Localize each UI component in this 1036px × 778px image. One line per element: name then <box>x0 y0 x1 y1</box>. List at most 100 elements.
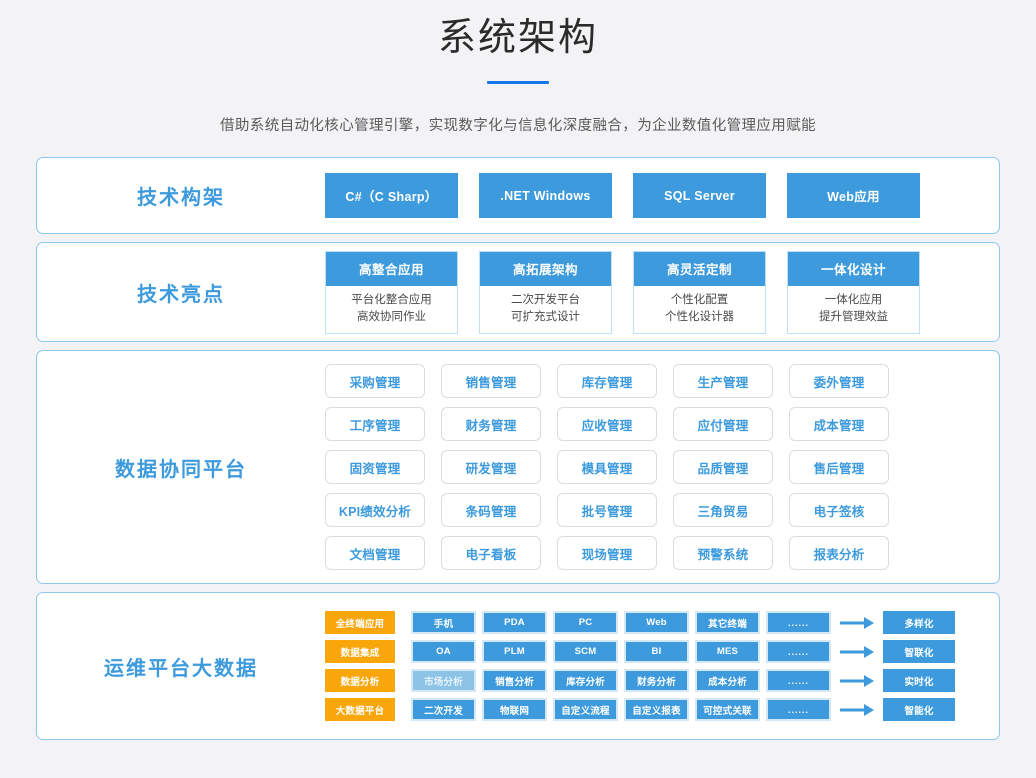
bigdata-cell[interactable]: PDA <box>482 611 547 635</box>
module-cell[interactable]: 生产管理 <box>673 364 773 399</box>
module-cell[interactable]: 条码管理 <box>441 493 541 528</box>
module-cell[interactable]: 固资管理 <box>325 450 425 485</box>
module-cell[interactable]: 电子看板 <box>441 536 541 571</box>
module-grid: 采购管理 销售管理 库存管理 生产管理 委外管理 工序管理 财务管理 应收管理 应付管理 成本管理… <box>325 364 999 571</box>
module-cell[interactable]: 售后管理 <box>789 450 889 485</box>
bigdata-cell[interactable]: 销售分析 <box>482 669 547 693</box>
module-grid-row: 文档管理 电子看板 现场管理 预警系统 报表分析 <box>325 536 901 571</box>
page-subtitle: 借助系统自动化核心管理引擎，实现数字化与信息化深度融合，为企业数值化管理应用赋能 <box>220 118 816 135</box>
bigdata-cell[interactable]: 手机 <box>411 611 476 635</box>
highlight-card[interactable]: 高灵活定制 个性化配置 个性化设计器 <box>633 250 766 334</box>
highlight-card-line: 高效协同作业 <box>357 310 426 323</box>
bigdata-row: 数据分析 市场分析 销售分析 库存分析 财务分析 成本分析...... 实时化 <box>325 669 955 693</box>
panel-data-platform: 数据协同平台 采购管理 销售管理 库存管理 生产管理 委外管理 工序管理 财务管理 应收管理应… <box>36 350 1000 585</box>
module-cell[interactable]: 工序管理 <box>325 407 425 442</box>
page-header: 系统架构 借助系统自动化核心管理引擎，实现数字化与信息化深度融合，为企业数值化管… <box>0 0 1036 135</box>
module-grid-row: 采购管理 销售管理 库存管理 生产管理 委外管理 <box>325 364 901 399</box>
bigdata-more-cell[interactable]: ...... <box>766 669 831 693</box>
tech-chip[interactable]: .NET Windows <box>479 173 612 219</box>
bigdata-result[interactable]: 多样化 <box>883 611 955 635</box>
panel-tech-stack-body: C#（C Sharp） .NET Windows SQL Server Web应… <box>325 173 1028 219</box>
bigdata-cell[interactable]: OA <box>411 640 476 664</box>
highlight-card-body: 个性化配置 个性化设计器 <box>634 286 765 333</box>
bigdata-cell[interactable]: 其它终端 <box>695 611 760 635</box>
arrow-right-icon <box>837 611 877 634</box>
module-cell[interactable]: 应收管理 <box>557 407 657 442</box>
module-cell[interactable]: 预警系统 <box>673 536 773 571</box>
bigdata-cell[interactable]: 库存分析 <box>553 669 618 693</box>
module-cell[interactable]: 报表分析 <box>789 536 889 571</box>
highlight-card-head: 高整合应用 <box>326 251 457 286</box>
bigdata-cell[interactable]: 自定义流程 <box>553 698 618 722</box>
bigdata-cell[interactable]: 二次开发 <box>411 698 476 722</box>
highlight-card[interactable]: 高整合应用 平台化整合应用 高效协同作业 <box>325 250 458 334</box>
bigdata-cell[interactable]: 自定义报表 <box>624 698 689 722</box>
panel-data-platform-body: 采购管理 销售管理 库存管理 生产管理 委外管理 工序管理 财务管理 应收管理 应付管理 成本管理… <box>325 364 999 571</box>
highlight-card[interactable]: 一体化设计 一体化应用 提升管理效益 <box>787 250 920 334</box>
module-cell[interactable]: 库存管理 <box>557 364 657 399</box>
bigdata-cell[interactable]: 物联网 <box>482 698 547 722</box>
bigdata-row-label: 全终端应用 <box>325 611 395 635</box>
module-cell[interactable]: KPI绩效分析 <box>325 493 425 528</box>
bigdata-cell[interactable]: 成本分析 <box>695 669 760 693</box>
bigdata-result[interactable]: 智联化 <box>883 640 955 664</box>
module-cell[interactable]: 委外管理 <box>789 364 889 399</box>
bigdata-cell[interactable]: MES <box>695 640 760 664</box>
bigdata-cell[interactable]: PLM <box>482 640 547 664</box>
tech-chip[interactable]: Web应用 <box>787 173 920 219</box>
highlight-card[interactable]: 高拓展架构 二次开发平台 可扩充式设计 <box>479 250 612 334</box>
module-cell[interactable]: 电子签核 <box>789 493 889 528</box>
module-cell[interactable]: 现场管理 <box>557 536 657 571</box>
module-cell[interactable]: 模具管理 <box>557 450 657 485</box>
arrow-right-icon <box>840 616 874 629</box>
module-grid-row: 工序管理 财务管理 应收管理 应付管理 成本管理 <box>325 407 901 442</box>
module-cell[interactable]: 成本管理 <box>789 407 889 442</box>
module-cell[interactable]: 三角贸易 <box>673 493 773 528</box>
bigdata-more-cell[interactable]: ...... <box>766 640 831 664</box>
highlight-card-body: 一体化应用 提升管理效益 <box>788 286 919 333</box>
panel-highlights-title: 技术亮点 <box>137 283 225 306</box>
bigdata-cell[interactable]: BI <box>624 640 689 664</box>
panel-data-platform-title: 数据协同平台 <box>115 458 247 481</box>
bigdata-cell[interactable]: 财务分析 <box>624 669 689 693</box>
bigdata-more-cell[interactable]: ...... <box>766 611 831 635</box>
panel-highlights: 技术亮点 高整合应用 平台化整合应用 高效协同作业 高拓展架构 二次开发平台 可… <box>36 242 1000 343</box>
page-title: 系统架构 <box>437 17 598 59</box>
module-grid-row: 固资管理 研发管理 模具管理 品质管理 售后管理 <box>325 450 901 485</box>
tech-chip[interactable]: C#（C Sharp） <box>325 173 458 219</box>
bigdata-cell[interactable]: PC <box>553 611 618 635</box>
highlight-card-line: 个性化配置 <box>670 293 729 306</box>
highlight-card-line: 二次开发平台 <box>511 293 580 306</box>
bigdata-cell[interactable]: Web <box>624 611 689 635</box>
panel-bigdata-body: 全终端应用 手机 PDA PC Web 其它终端...... 多样化 数据集成 OA PLM SCM… <box>325 611 1036 722</box>
bigdata-more-cell[interactable]: ...... <box>766 698 831 722</box>
panels-container: 技术构架 C#（C Sharp） .NET Windows SQL Server… <box>36 157 1000 741</box>
module-cell[interactable]: 研发管理 <box>441 450 541 485</box>
module-cell[interactable]: 财务管理 <box>441 407 541 442</box>
arrow-right-icon <box>837 698 877 721</box>
bigdata-result[interactable]: 智能化 <box>883 698 955 722</box>
module-cell[interactable]: 销售管理 <box>441 364 541 399</box>
module-cell[interactable]: 批号管理 <box>557 493 657 528</box>
panel-bigdata-title: 运维平台大数据 <box>104 657 258 680</box>
module-cell[interactable]: 应付管理 <box>673 407 773 442</box>
highlight-card-line: 平台化整合应用 <box>351 293 432 306</box>
arrow-right-icon <box>840 645 874 658</box>
bigdata-cell[interactable]: 市场分析 <box>411 669 476 693</box>
bigdata-row: 全终端应用 手机 PDA PC Web 其它终端...... 多样化 <box>325 611 955 635</box>
module-cell[interactable]: 采购管理 <box>325 364 425 399</box>
bigdata-cell[interactable]: SCM <box>553 640 618 664</box>
module-cell[interactable]: 品质管理 <box>673 450 773 485</box>
highlight-card-head: 一体化设计 <box>788 251 919 286</box>
bigdata-result[interactable]: 实时化 <box>883 669 955 693</box>
tech-chip[interactable]: SQL Server <box>633 173 766 219</box>
bigdata-table: 全终端应用 手机 PDA PC Web 其它终端...... 多样化 数据集成 OA PLM SCM… <box>325 611 1036 722</box>
arrow-right-icon <box>837 669 877 692</box>
bigdata-row: 大数据平台 二次开发 物联网 自定义流程 自定义报表 可控式关联...... 智能化 <box>325 698 955 722</box>
bigdata-row: 数据集成 OA PLM SCM BI MES...... 智联化 <box>325 640 955 664</box>
bigdata-row-label: 大数据平台 <box>325 698 395 722</box>
module-cell[interactable]: 文档管理 <box>325 536 425 571</box>
panel-tech-stack: 技术构架 C#（C Sharp） .NET Windows SQL Server… <box>36 157 1000 235</box>
bigdata-cell[interactable]: 可控式关联 <box>695 698 760 722</box>
highlight-card-line: 个性化设计器 <box>665 310 734 323</box>
